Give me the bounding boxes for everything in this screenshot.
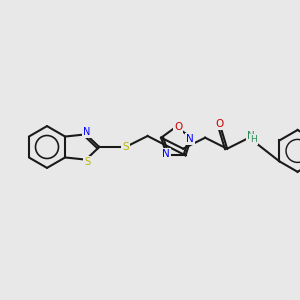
Text: N: N — [186, 134, 194, 144]
Text: N: N — [83, 127, 91, 137]
Text: S: S — [84, 157, 90, 167]
Text: O: O — [174, 122, 182, 132]
Text: S: S — [122, 142, 129, 152]
Text: H: H — [250, 135, 257, 144]
Text: N: N — [162, 149, 170, 159]
Text: N: N — [247, 131, 255, 141]
Text: O: O — [215, 119, 224, 129]
